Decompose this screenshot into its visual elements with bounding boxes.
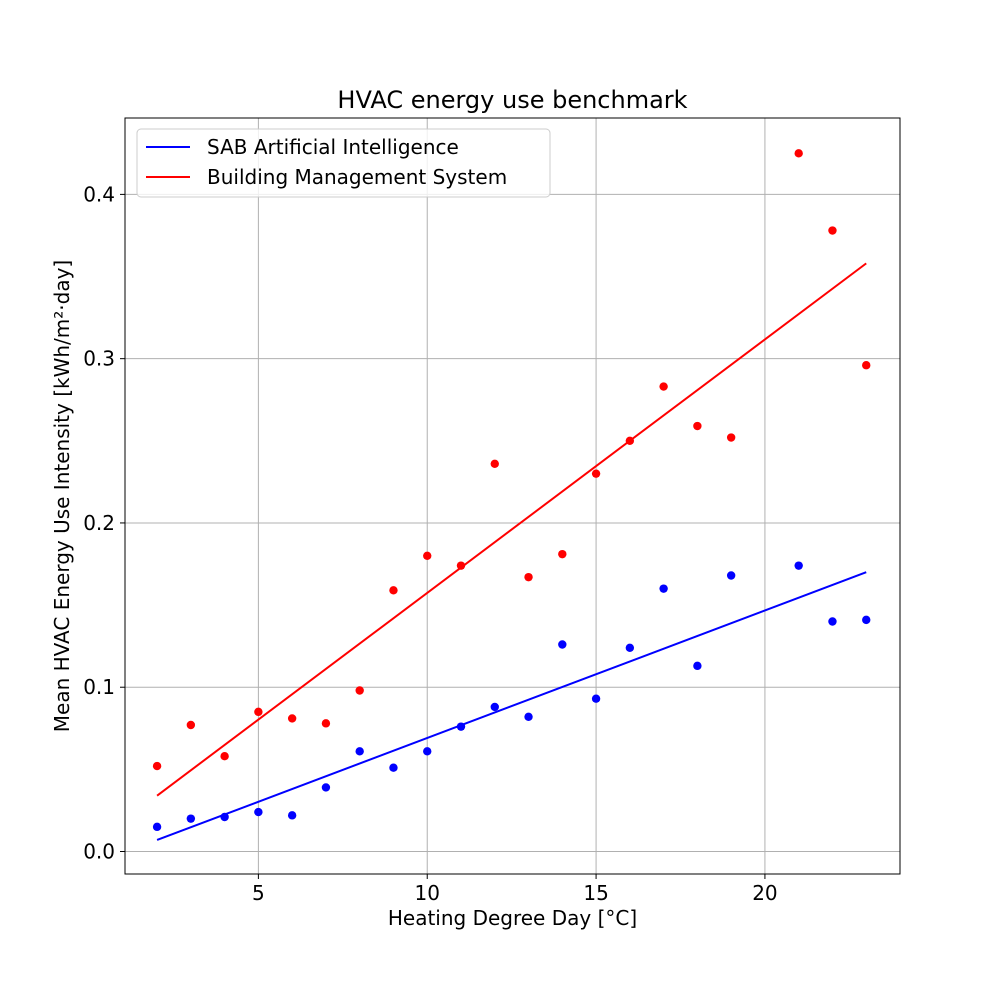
data-point-series-0 (287, 811, 297, 820)
data-point-series-1 (423, 551, 432, 560)
data-point-series-1 (693, 421, 702, 431)
data-point-series-0 (389, 763, 398, 772)
data-point-series-1 (828, 226, 837, 235)
data-point-series-0 (659, 584, 668, 593)
data-point-series-0 (355, 747, 364, 756)
data-point-series-1 (524, 572, 533, 582)
axis-ticks: 5 10 15 20 0.0 0.1 0.2 0.3 0.4 (83, 182, 777, 905)
data-point-series-0 (726, 571, 736, 580)
data-point-series-1 (659, 382, 668, 391)
data-point-series-1 (794, 149, 803, 158)
data-point-series-1 (625, 436, 635, 446)
y-tick-label: 0.2 (83, 511, 115, 535)
data-point-series-1 (355, 686, 364, 695)
data-point-series-1 (287, 714, 297, 723)
data-point-series-1 (389, 586, 398, 595)
y-tick-label: 0.0 (83, 839, 115, 863)
y-tick-label: 0.4 (83, 182, 115, 206)
x-tick-label: 10 (415, 881, 440, 905)
data-point-series-1 (186, 720, 196, 730)
data-point-series-0 (152, 822, 162, 832)
data-point-series-0 (794, 561, 803, 570)
data-point-series-1 (591, 469, 601, 478)
data-point-series-1 (321, 719, 331, 728)
data-point-series-0 (524, 712, 533, 721)
data-point-series-0 (186, 814, 196, 823)
y-tick-label: 0.1 (83, 675, 115, 699)
data-point-series-0 (490, 702, 499, 712)
data-point-series-1 (456, 561, 466, 570)
data-point-series-0 (423, 747, 432, 756)
x-tick-label: 15 (583, 881, 608, 905)
legend-label: Building Management System (207, 165, 507, 189)
data-point-series-1 (254, 707, 263, 717)
grid-lines (125, 118, 900, 874)
data-point-series-0 (220, 812, 229, 822)
legend-box (136, 128, 551, 198)
legend-label: SAB Artificial Intelligence (207, 135, 459, 159)
legend: SAB Artificial Intelligence Building Mana… (136, 128, 551, 198)
y-axis-title: Mean HVAC Energy Use Intensity [kWh/m²·d… (50, 260, 74, 732)
trend-line-series-0 (156, 571, 867, 841)
data-point-series-0 (693, 661, 702, 671)
data-point-series-0 (625, 643, 635, 652)
x-axis-title: Heating Degree Day [°C] (388, 906, 637, 930)
data-point-series-1 (558, 549, 567, 559)
data-point-series-0 (862, 615, 871, 625)
plot-frame (124, 117, 901, 875)
data-point-series-1 (490, 459, 499, 469)
data-point-series-1 (220, 752, 229, 761)
trend-lines (156, 262, 867, 841)
data-points (152, 149, 871, 832)
x-tick-label: 5 (252, 881, 265, 905)
data-point-series-1 (726, 433, 736, 442)
data-point-series-0 (456, 722, 466, 731)
chart-title: HVAC energy use benchmark (337, 86, 687, 114)
data-point-series-0 (828, 617, 837, 626)
data-point-series-0 (558, 640, 567, 649)
trend-line-series-1 (156, 262, 867, 797)
data-point-series-1 (862, 361, 871, 370)
x-tick-label: 20 (752, 881, 777, 905)
y-tick-label: 0.3 (83, 347, 115, 371)
data-point-series-0 (321, 783, 331, 792)
data-point-series-0 (254, 807, 263, 817)
data-point-series-1 (152, 761, 162, 771)
data-point-series-0 (591, 694, 601, 703)
